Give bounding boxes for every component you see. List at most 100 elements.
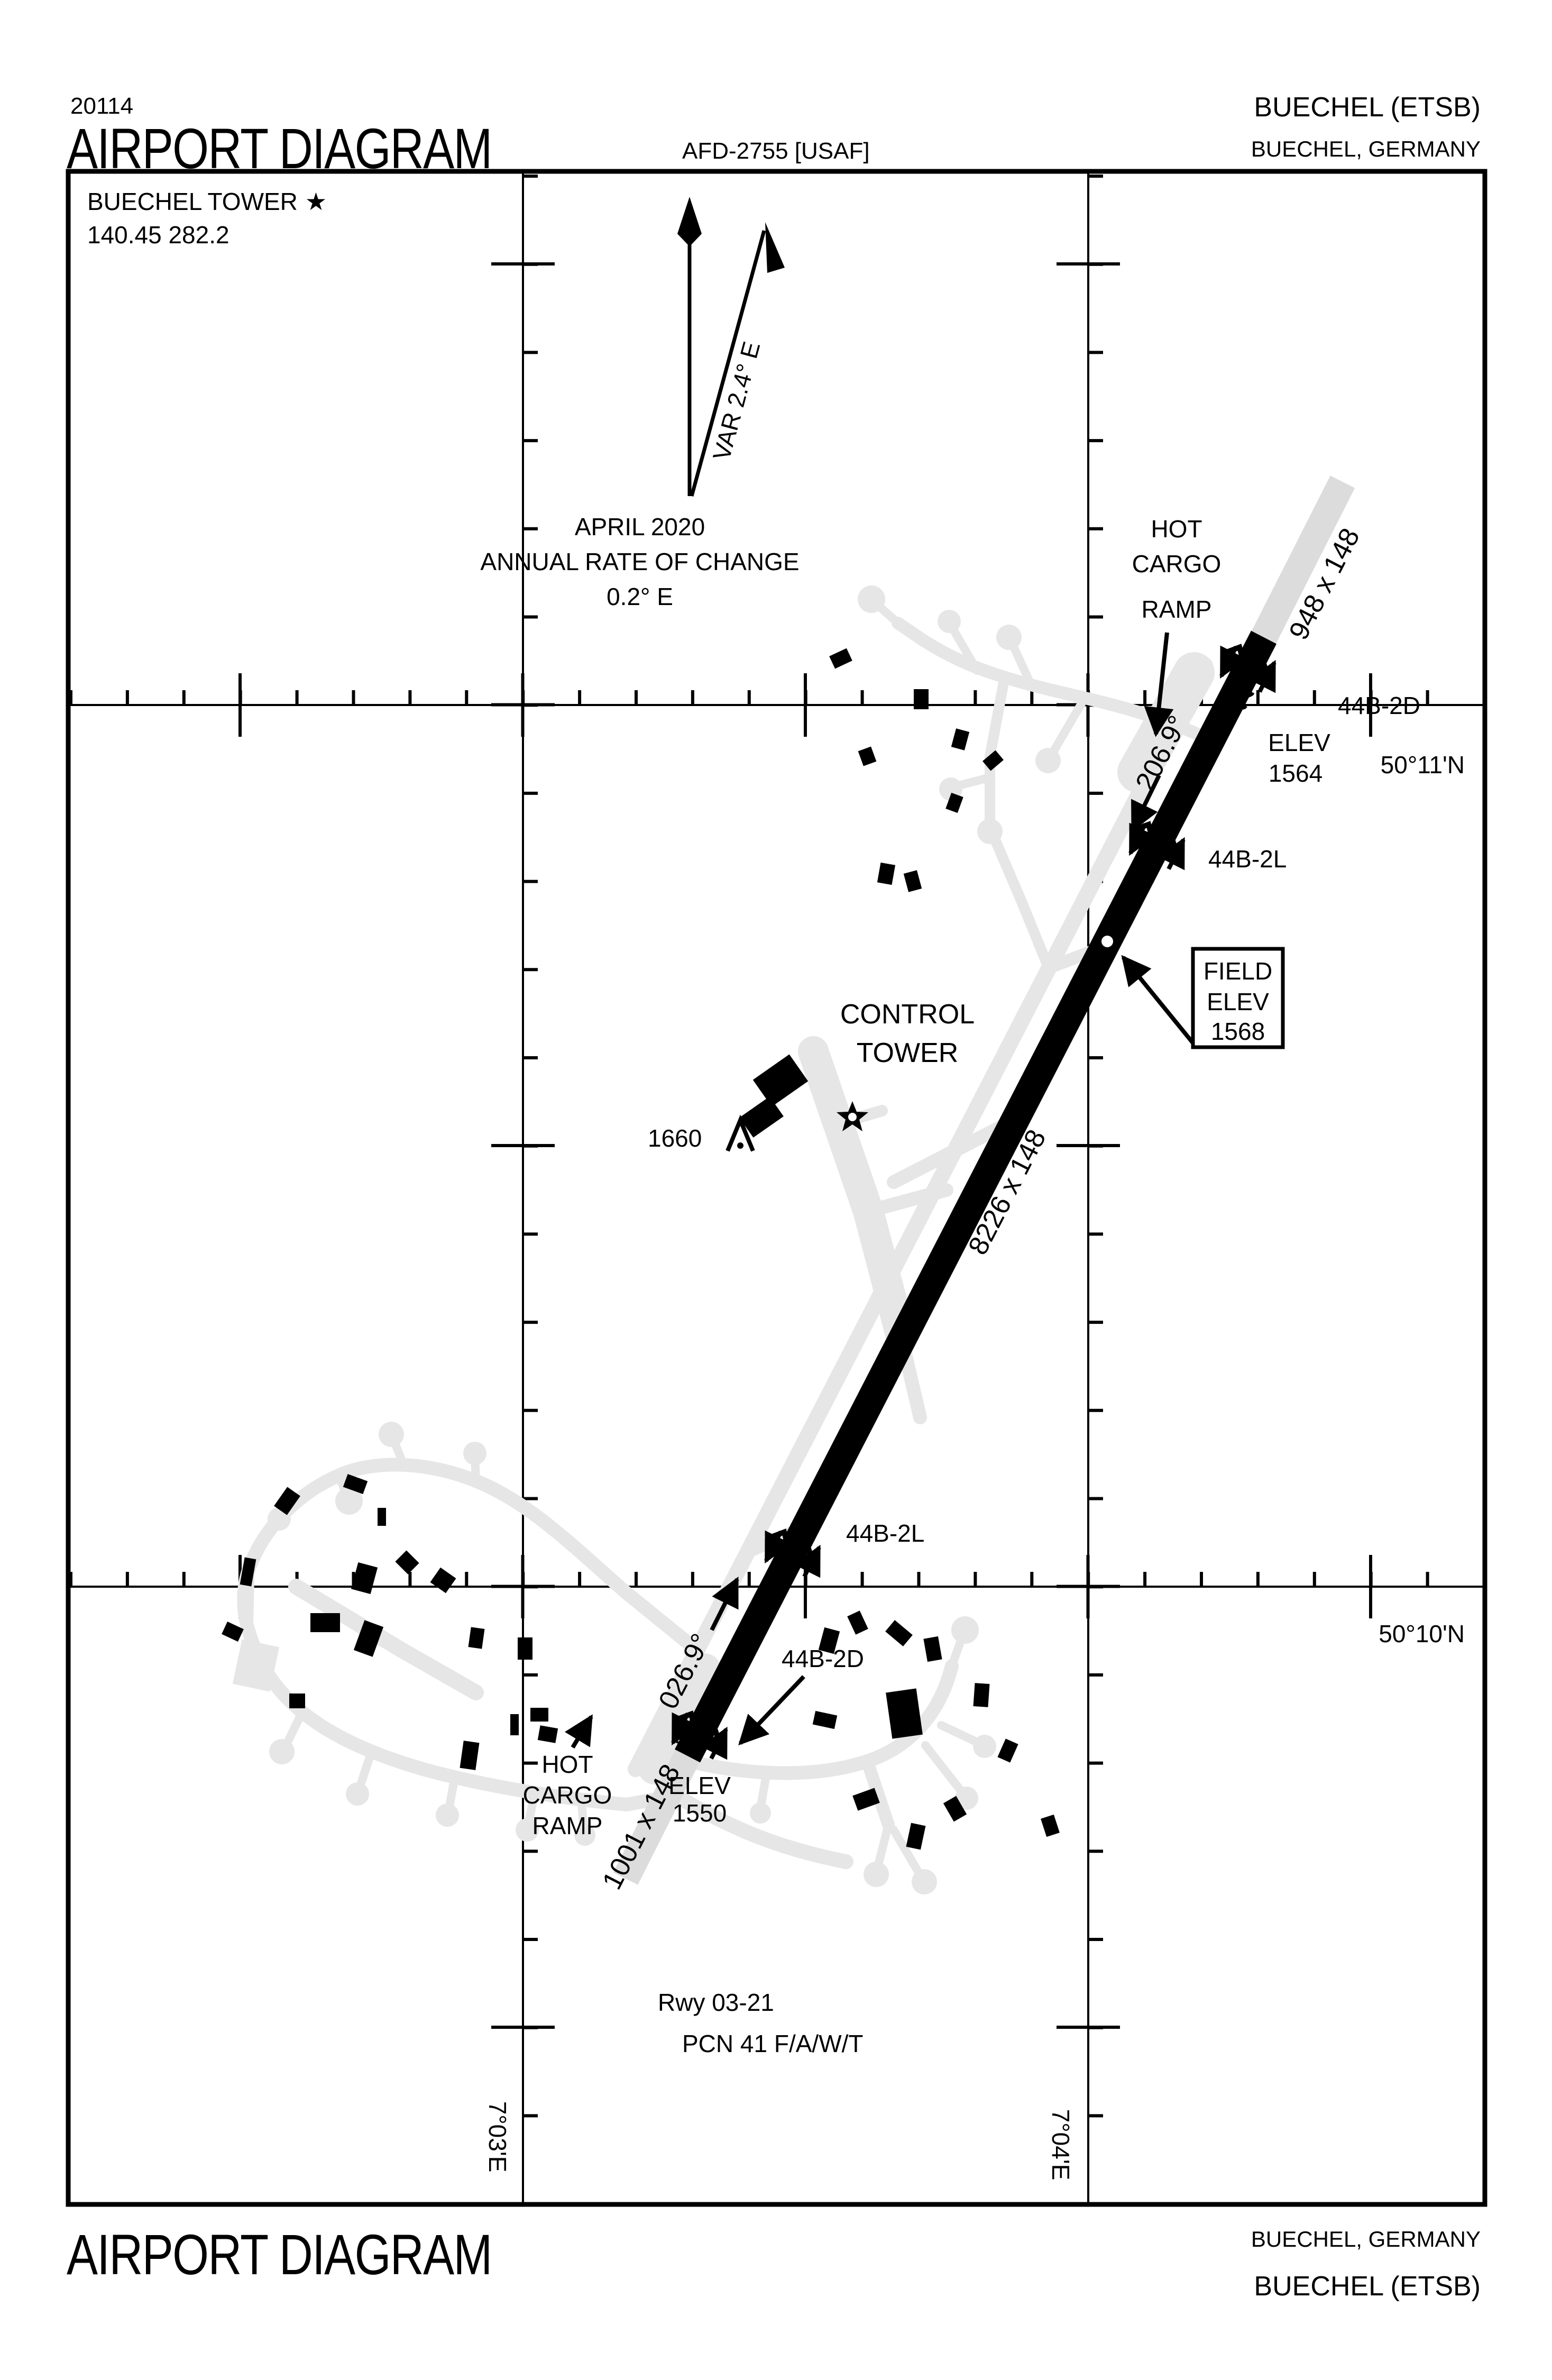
true-north-arrowhead — [677, 197, 702, 246]
building — [430, 1567, 456, 1594]
field-elev-line2: ELEV — [1207, 988, 1269, 1015]
building — [829, 648, 852, 669]
runway-03-21: 21 03 948 x 148 8226 x 148 1001 x 148 20… — [596, 475, 1366, 1894]
building — [812, 1710, 838, 1729]
elev-21-line1: ELEV — [1268, 729, 1330, 756]
tower-frequencies: 140.45 282.2 — [87, 221, 229, 249]
tower-info-block: BUECHEL TOWER ★ 140.45 282.2 — [87, 188, 327, 249]
hot-cargo-bottom-line2: CARGO — [523, 1781, 612, 1809]
obstruction-icon — [726, 1114, 755, 1152]
building — [1041, 1814, 1060, 1837]
building — [530, 1708, 548, 1722]
tower-name-line: BUECHEL TOWER ★ — [87, 188, 327, 215]
building — [852, 1788, 880, 1811]
hot-cargo-top-pointer — [1144, 632, 1174, 737]
building — [858, 746, 877, 766]
building — [903, 870, 922, 892]
latitude-label-top: 50°11'N — [1381, 751, 1465, 779]
gear-label-bottom-d: 44B-2D — [782, 1645, 864, 1672]
building — [222, 1622, 244, 1642]
runway-03-overrun — [613, 1750, 700, 1885]
longitude-label-left: 7°03'E — [484, 2101, 511, 2173]
building — [274, 1487, 300, 1515]
note-line2: PCN 41 F/A/W/T — [682, 2030, 863, 2057]
buildings — [222, 648, 1060, 1850]
building — [945, 792, 963, 813]
control-tower-star-icon — [837, 1101, 868, 1131]
hot-cargo-bottom-line1: HOT — [541, 1751, 593, 1778]
airport-name-top: BUECHEL (ETSB) — [1254, 92, 1481, 123]
gear-label-top-l: 44B-2L — [1208, 845, 1287, 873]
field-elev-pointer — [1121, 955, 1195, 1045]
elev-21-line2: 1564 — [1269, 759, 1323, 787]
hot-cargo-top-line2: CARGO — [1132, 550, 1222, 578]
airport-location-top: BUECHEL, GERMANY — [1251, 136, 1481, 161]
rate-label: ANNUAL RATE OF CHANGE — [480, 548, 799, 575]
tower-apron — [798, 1036, 917, 1353]
building — [351, 1562, 378, 1595]
building — [510, 1714, 519, 1735]
hot-cargo-ramp-top-label: HOT CARGO RAMP — [1132, 515, 1222, 737]
building — [943, 1796, 967, 1822]
latitude-line-50-11 — [68, 673, 1485, 737]
tower-name: BUECHEL TOWER — [87, 188, 298, 215]
annual-rate-block: APRIL 2020 ANNUAL RATE OF CHANGE 0.2° E — [480, 513, 799, 610]
building — [982, 750, 1004, 771]
building — [537, 1725, 558, 1743]
building — [353, 1620, 384, 1657]
border-box — [66, 169, 1487, 2207]
building-hangar — [752, 1054, 809, 1107]
building — [973, 1683, 990, 1707]
star-icon: ★ — [305, 188, 327, 215]
building — [885, 1620, 913, 1646]
magnetic-variation-arrow — [690, 230, 766, 497]
building — [818, 1627, 840, 1654]
field-elev-point — [1101, 936, 1113, 947]
building-large — [886, 1688, 923, 1739]
north-indicator: VAR 2.4° E — [677, 197, 785, 497]
building — [739, 1096, 784, 1138]
parallel-taxiway — [628, 657, 1213, 1777]
hot-cargo-top-line1: HOT — [1151, 515, 1202, 543]
gear-label-top-d: 44B-2D — [1338, 692, 1420, 719]
building — [289, 1694, 305, 1708]
building — [877, 862, 896, 885]
runway-pavement — [674, 630, 1277, 1763]
gear-label-bottom-l: 44B-2L — [846, 1519, 924, 1547]
elevation-labels: ELEV 1564 ELEV 1550 — [668, 729, 1330, 1827]
header: 20114 AIRPORT DIAGRAM AFD-2755 [USAF] BU… — [67, 92, 1481, 180]
latitude-label-bottom: 50°10'N — [1379, 1620, 1465, 1647]
control-tower-label: CONTROL TOWER — [837, 999, 975, 1131]
control-tower-line1: CONTROL — [840, 999, 975, 1030]
hot-cargo-ramp-bottom-label: HOT CARGO RAMP — [523, 1714, 612, 1839]
hot-cargo-top-line3: RAMP — [1142, 596, 1212, 623]
hot-cargo-bottom-line3: RAMP — [532, 1812, 603, 1839]
building — [395, 1550, 419, 1575]
obstruction-elev-label: 1660 — [648, 1124, 702, 1152]
building — [906, 1823, 926, 1850]
airport-name-bottom: BUECHEL (ETSB) — [1254, 2271, 1481, 2302]
heading-03-arrow — [710, 1576, 739, 1631]
airport-location-bottom: BUECHEL, GERMANY — [1251, 2227, 1481, 2251]
field-elev-line1: FIELD — [1204, 957, 1272, 985]
runway-notes: Rwy 03-21 PCN 41 F/A/W/T — [658, 1989, 863, 2057]
runway-21-overrun — [1251, 475, 1355, 644]
doc-reference: AFD-2755 [USAF] — [682, 138, 870, 164]
heading-21-arrow — [1131, 774, 1161, 832]
field-elev-line3: 1568 — [1211, 1018, 1265, 1045]
building — [923, 1636, 942, 1662]
diagram-frame: 50°11'N 50°10'N 7°03'E 7°04'E — [66, 169, 1487, 2207]
building — [518, 1637, 532, 1660]
building — [468, 1627, 485, 1649]
obstruction-1660: 1660 — [648, 1114, 755, 1152]
rate-value: 0.2° E — [607, 583, 673, 610]
gear-bottom-d-pointer — [738, 1675, 805, 1746]
building — [310, 1613, 340, 1632]
chart-edition-number: 20114 — [70, 93, 133, 119]
building — [240, 1557, 256, 1587]
building — [378, 1508, 386, 1526]
elev-03-line1: ELEV — [668, 1772, 731, 1799]
building — [997, 1738, 1018, 1763]
